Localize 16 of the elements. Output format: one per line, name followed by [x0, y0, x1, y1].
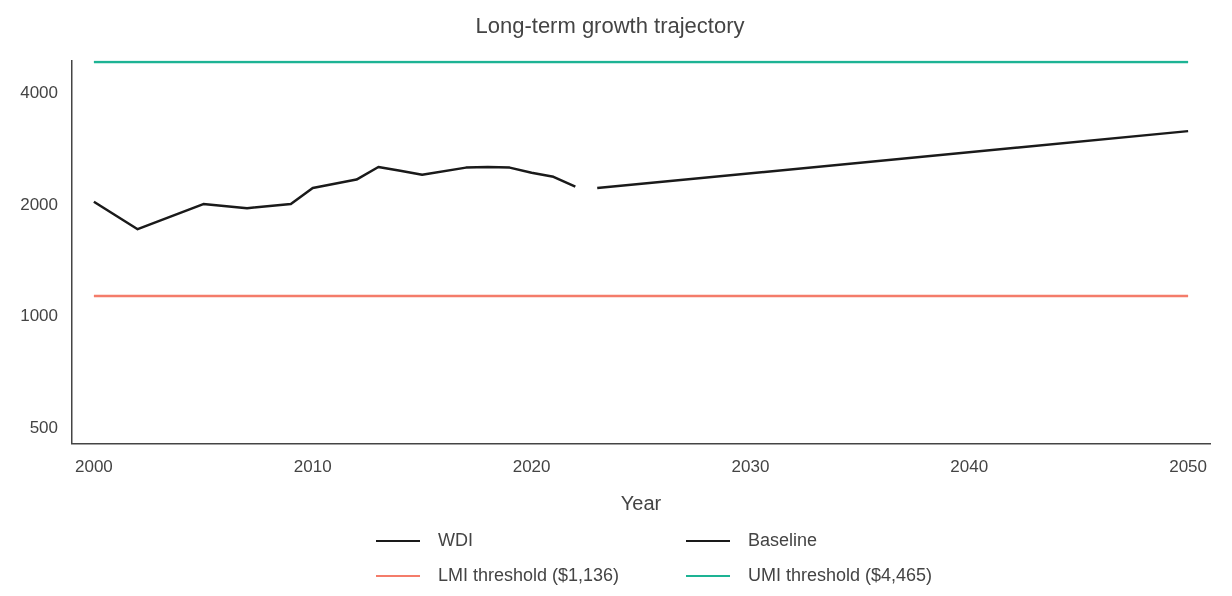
legend-label: UMI threshold ($4,465) — [748, 565, 933, 586]
x-tick-label: 2030 — [731, 457, 770, 477]
legend-label: WDI — [438, 530, 473, 551]
y-tick-label: 500 — [29, 418, 58, 438]
x-tick-label: 2000 — [74, 457, 113, 477]
chart-title: Long-term growth trajectory — [475, 13, 745, 39]
y-tick-label: 1000 — [20, 306, 58, 326]
x-tick-label: 2050 — [1169, 457, 1208, 477]
legend-label: LMI threshold ($1,136) — [438, 565, 620, 586]
legend-label: Baseline — [748, 530, 818, 551]
x-tick-label: 2020 — [512, 457, 551, 477]
x-tick-label: 2040 — [950, 457, 989, 477]
x-axis-title: Year — [620, 491, 662, 514]
y-tick-label: 4000 — [20, 82, 58, 102]
y-tick-label: 2000 — [20, 194, 58, 214]
x-tick-label: 2010 — [293, 457, 332, 477]
